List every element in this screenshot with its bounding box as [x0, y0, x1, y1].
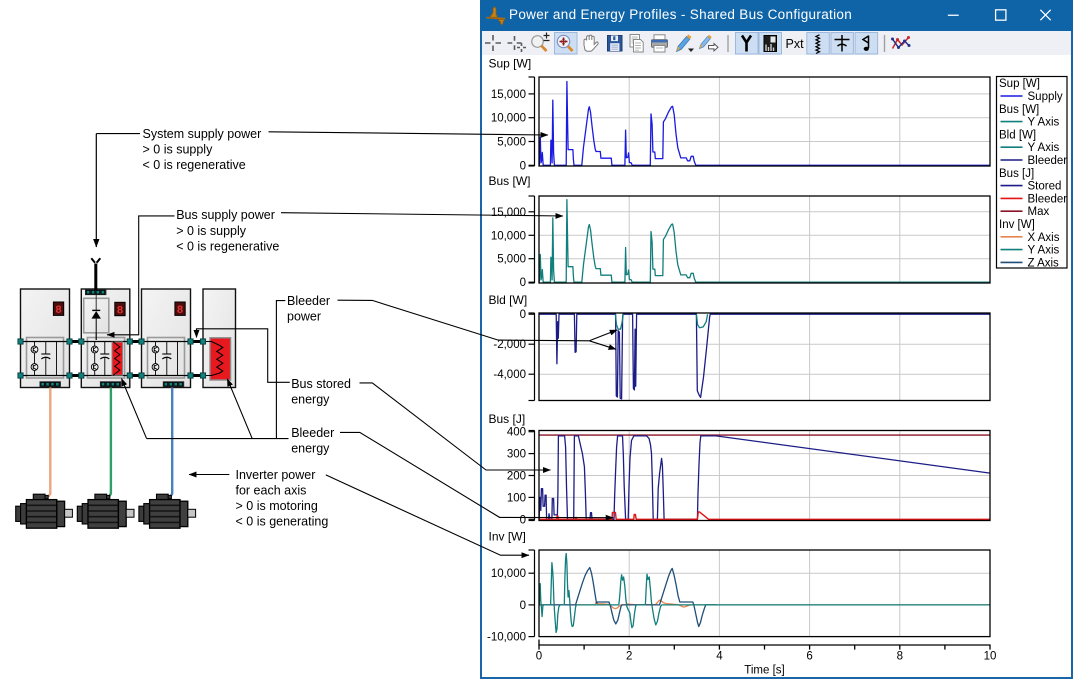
svg-text:0: 0: [520, 309, 526, 321]
svg-text:10,000: 10,000: [491, 230, 526, 242]
svg-text:-4,000: -4,000: [493, 369, 526, 381]
svg-text:Sup [W]: Sup [W]: [489, 57, 532, 71]
svg-text:Pxt: Pxt: [786, 37, 805, 51]
svg-text:15,000: 15,000: [491, 89, 526, 101]
svg-text:Time [s]: Time [s]: [744, 665, 784, 677]
svg-text:0: 0: [520, 514, 526, 526]
svg-text:-10,000: -10,000: [487, 632, 526, 644]
svg-text:100: 100: [507, 492, 526, 504]
svg-text:Bus [J]: Bus [J]: [999, 168, 1034, 180]
svg-text:Bus [W]: Bus [W]: [489, 174, 531, 188]
svg-text:Y Axis: Y Axis: [1028, 117, 1060, 129]
svg-text:Bleeder: Bleeder: [1028, 155, 1068, 167]
svg-text:15,000: 15,000: [491, 207, 526, 219]
svg-text:Bleeder: Bleeder: [1028, 193, 1068, 205]
svg-text:Sup [W]: Sup [W]: [999, 78, 1040, 90]
svg-text:400: 400: [507, 427, 526, 439]
svg-text:4: 4: [716, 651, 723, 663]
svg-text:0: 0: [520, 277, 526, 289]
svg-text:Stored: Stored: [1028, 181, 1062, 193]
svg-text:6: 6: [806, 651, 812, 663]
svg-text:Bld [W]: Bld [W]: [999, 129, 1036, 141]
svg-text:10: 10: [984, 651, 997, 663]
svg-text:Inv [W]: Inv [W]: [489, 530, 526, 544]
svg-text:5,000: 5,000: [497, 254, 526, 266]
svg-text:Bus [W]: Bus [W]: [999, 104, 1039, 116]
svg-text:10,000: 10,000: [491, 113, 526, 125]
svg-text:0: 0: [520, 600, 526, 612]
svg-text:300: 300: [507, 449, 526, 461]
svg-text:0: 0: [520, 160, 526, 172]
svg-text:10,000: 10,000: [491, 568, 526, 580]
svg-text:Inv [W]: Inv [W]: [999, 219, 1035, 231]
svg-text:Max: Max: [1028, 206, 1050, 218]
svg-text:Z Axis: Z Axis: [1028, 257, 1060, 269]
svg-text:5,000: 5,000: [497, 137, 526, 149]
svg-text:Y Axis: Y Axis: [1028, 245, 1060, 257]
svg-text:2: 2: [626, 651, 632, 663]
svg-text:8: 8: [897, 651, 903, 663]
svg-text:Y Axis: Y Axis: [1028, 142, 1060, 154]
svg-text:Supply: Supply: [1028, 91, 1063, 103]
svg-text:X Axis: X Axis: [1028, 232, 1060, 244]
svg-text:0: 0: [536, 651, 542, 663]
svg-text:Bld [W]: Bld [W]: [489, 293, 528, 307]
svg-text:-2,000: -2,000: [493, 339, 526, 351]
svg-text:200: 200: [507, 471, 526, 483]
svg-text:Bus [J]: Bus [J]: [489, 412, 526, 426]
